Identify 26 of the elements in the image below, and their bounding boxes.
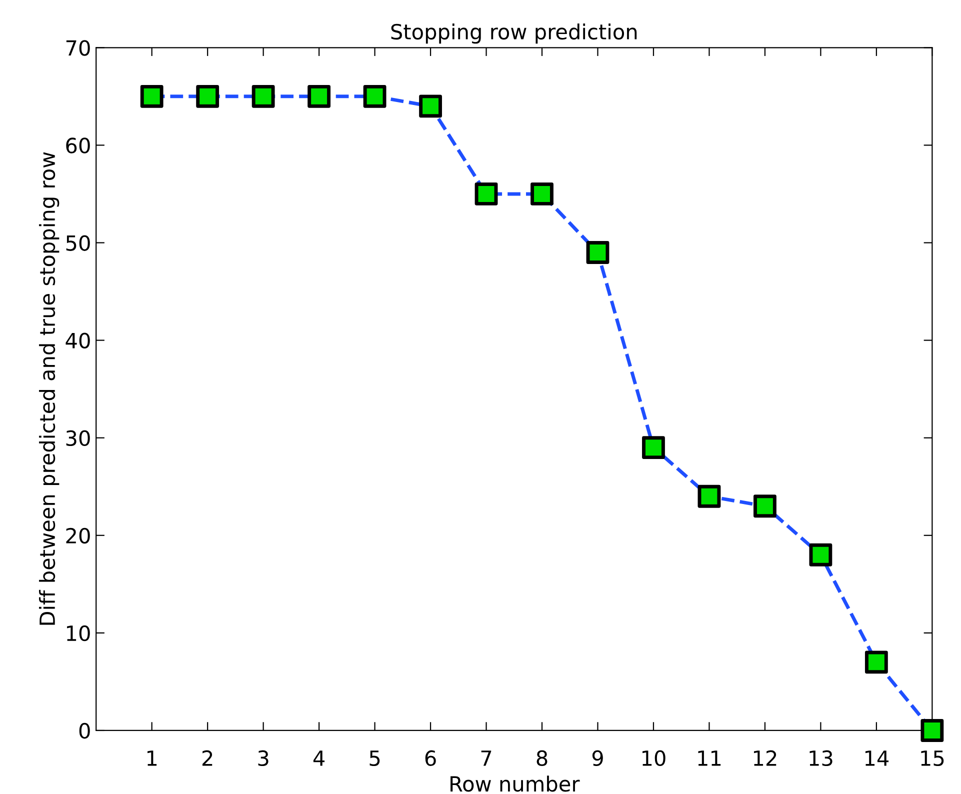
x-tick-label: 9: [592, 750, 603, 766]
y-tick-label: 40: [66, 332, 90, 348]
x-tick-label: 5: [370, 750, 380, 766]
y-tick-label: 20: [66, 528, 90, 544]
x-tick-label: 3: [258, 750, 268, 766]
x-tick-label: 6: [425, 750, 436, 766]
y-tick-label: 10: [67, 625, 90, 642]
x-tick-label: 11: [698, 750, 721, 766]
chart-title: Stopping row prediction: [391, 23, 637, 44]
x-axis-title: Row number: [450, 776, 580, 792]
x-tick-label: 14: [865, 750, 889, 766]
x-tick-label: 13: [810, 750, 832, 766]
x-tick-label: 8: [536, 750, 548, 766]
y-tick-label: 70: [66, 40, 90, 56]
x-tick-label: 10: [642, 750, 666, 766]
x-tick-label: 15: [921, 750, 944, 766]
x-tick-label: 12: [754, 750, 776, 766]
x-tick-label: 4: [313, 750, 325, 766]
y-tick-label: 30: [66, 430, 90, 446]
x-tick-label: 1: [148, 750, 157, 766]
x-tick-label: 2: [202, 750, 212, 766]
y-tick-label: 60: [66, 138, 90, 154]
y-tick-label: 0: [79, 722, 90, 739]
x-tick-label: 7: [481, 750, 492, 766]
y-axis-title: Diff between predicted and true stopping row: [39, 152, 60, 625]
y-tick-label: 50: [66, 235, 90, 251]
